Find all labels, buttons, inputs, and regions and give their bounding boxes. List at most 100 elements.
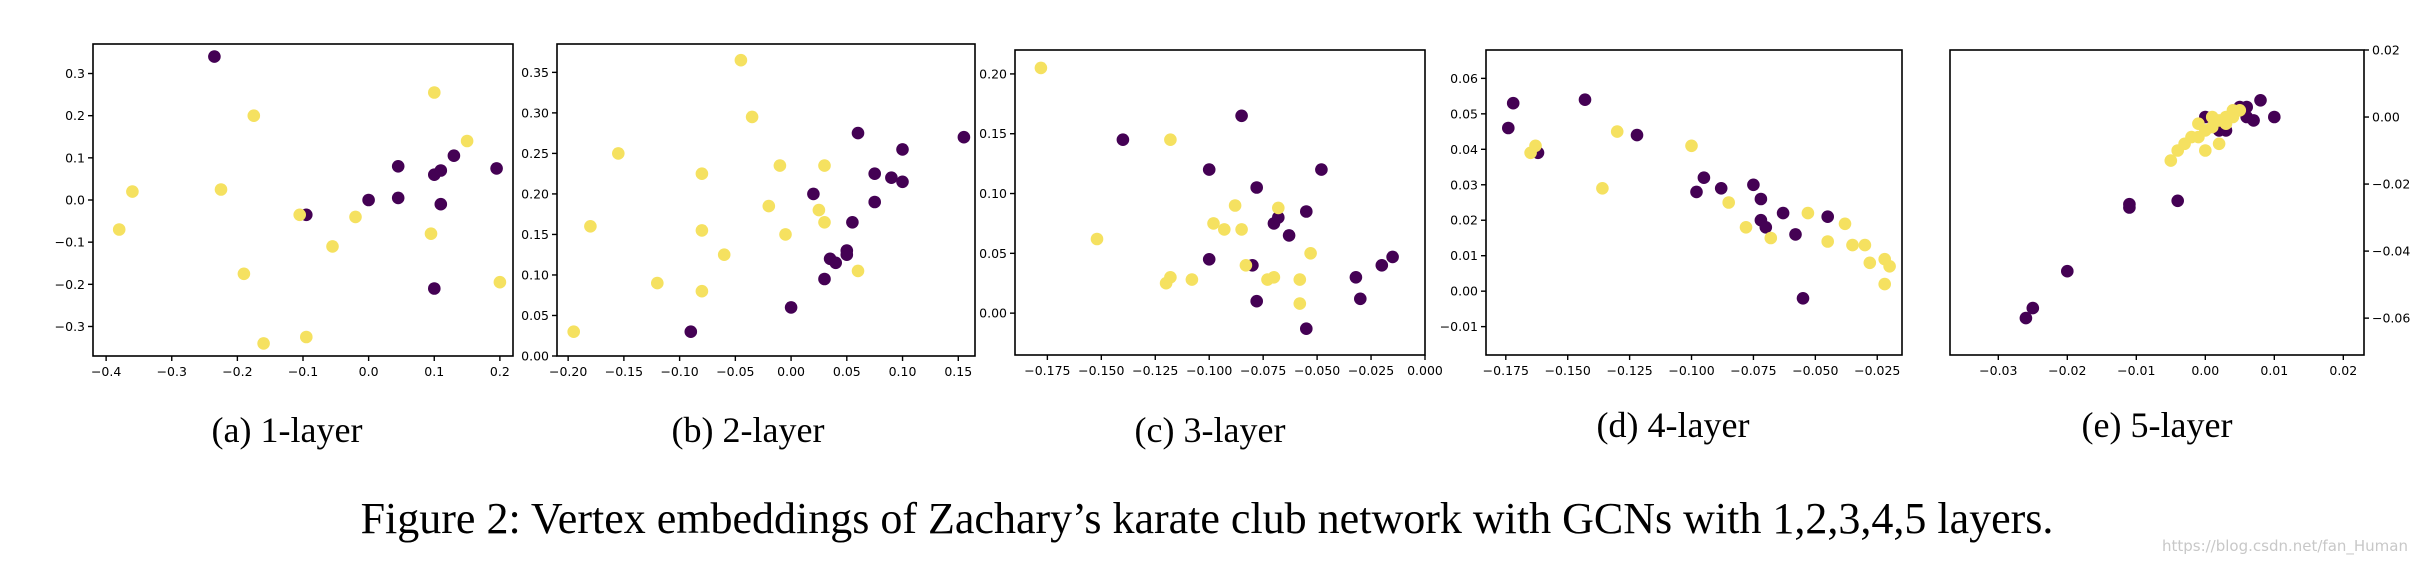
- data-point: [1293, 273, 1307, 286]
- data-point: [1164, 133, 1177, 146]
- data-point: [1796, 292, 1810, 305]
- y-tick-label: −0.06: [2372, 311, 2410, 326]
- data-point: [784, 301, 798, 314]
- data-point: [1878, 277, 1891, 291]
- data-point: [434, 164, 448, 177]
- data-point: [2123, 201, 2136, 214]
- data-point: [208, 50, 221, 63]
- data-point: [818, 159, 831, 172]
- data-point: [424, 227, 438, 240]
- y-tick-label: 0.00: [1450, 284, 1478, 299]
- data-point: [818, 216, 831, 229]
- data-point: [1293, 297, 1307, 310]
- x-tick-label: −0.050: [1792, 363, 1838, 378]
- data-point: [1207, 217, 1220, 230]
- data-point: [2026, 301, 2040, 315]
- x-tick-label: 0.00: [777, 364, 805, 379]
- data-point: [257, 337, 270, 350]
- data-point: [695, 167, 709, 180]
- x-tick-label: −0.125: [1132, 363, 1178, 378]
- x-tick-label: −0.03: [1979, 363, 2017, 378]
- data-point: [1272, 201, 1285, 215]
- data-point: [1375, 259, 1389, 272]
- y-tick-label: 0.06: [1450, 71, 1478, 86]
- data-point: [326, 240, 339, 253]
- data-point: [818, 272, 831, 286]
- data-point: [807, 187, 820, 201]
- x-tick-label: −0.02: [2048, 363, 2086, 378]
- y-tick-label: 0.01: [1450, 248, 1478, 263]
- y-tick-label: 0.20: [979, 66, 1007, 81]
- data-point: [1759, 221, 1773, 234]
- y-tick-label: −0.1: [55, 235, 85, 250]
- data-point: [2019, 311, 2033, 325]
- data-point: [1300, 205, 1313, 218]
- y-tick-label: 0.10: [521, 267, 549, 282]
- scatter-panels: −0.4 −0.3 −0.2 −0.1 0.0 0.1 0.2 −0.3 −0.2 −0.1 0.0…: [55, 43, 2411, 451]
- data-point: [773, 159, 787, 172]
- data-point: [493, 275, 507, 289]
- y-tick-label: 0.05: [979, 246, 1007, 261]
- panel-caption: (a) 1-layer: [212, 410, 363, 450]
- y-tick-label: 0.15: [521, 227, 549, 242]
- data-point: [126, 185, 139, 198]
- data-point: [1218, 223, 1231, 236]
- x-tick-label: −0.075: [1240, 363, 1286, 378]
- data-point: [1754, 192, 1768, 206]
- x-tick-label: −0.175: [1024, 363, 1070, 378]
- plot-frame: [1949, 49, 2365, 356]
- data-point: [584, 220, 597, 233]
- x-tick-label: 0.2: [490, 364, 510, 379]
- y-tick-label: 0.15: [979, 126, 1007, 141]
- data-point: [237, 267, 251, 281]
- plot-frame: [556, 43, 976, 357]
- x-tick-label: −0.05: [716, 364, 754, 379]
- data-point: [846, 216, 859, 229]
- x-tick-label: 0.000: [1407, 363, 1443, 378]
- y-tick-label: 0.20: [521, 186, 549, 201]
- y-tick-label: 0.1: [65, 150, 85, 165]
- x-tick-label: 0.02: [2329, 363, 2357, 378]
- y-tick-label: 0.3: [65, 66, 85, 81]
- y-tick-label: 0.02: [2372, 43, 2400, 58]
- y-tick-label: 0.30: [521, 105, 549, 120]
- data-point: [1529, 139, 1542, 153]
- data-point: [1185, 273, 1199, 286]
- data-point: [391, 160, 405, 173]
- data-point: [1202, 252, 1216, 266]
- y-tick-label: 0.10: [979, 186, 1007, 201]
- data-point: [1747, 178, 1760, 192]
- y-tick-label: 0.00: [979, 306, 1007, 321]
- scatter-panel: −0.20 −0.15 −0.10 −0.05 0.00 0.05 0.10 0.15 0.00…: [521, 43, 976, 450]
- data-point: [2247, 114, 2260, 127]
- data-point: [829, 256, 842, 270]
- data-point: [695, 224, 709, 237]
- data-point: [349, 210, 362, 224]
- plot-frame: [1014, 49, 1426, 356]
- x-tick-label: −0.025: [1854, 363, 1900, 378]
- data-point: [1502, 121, 1515, 135]
- data-point: [868, 195, 881, 209]
- data-point: [684, 325, 698, 339]
- x-tick-label: 0.00: [2191, 363, 2219, 378]
- x-tick-label: −0.175: [1483, 363, 1529, 378]
- watermark: https://blog.csdn.net/fan_Human: [2162, 537, 2408, 556]
- data-point: [1838, 217, 1852, 231]
- x-tick-label: −0.075: [1730, 363, 1776, 378]
- data-point: [1714, 182, 1728, 195]
- scatter-panel: −0.03 −0.02 −0.01 0.00 0.01 0.02 −0.06 −0.04 −0.…: [1949, 43, 2410, 445]
- panel-caption: (b) 2-layer: [672, 410, 825, 450]
- x-tick-label: −0.025: [1348, 363, 1394, 378]
- data-point: [1764, 231, 1778, 245]
- x-tick-label: 0.01: [2260, 363, 2288, 378]
- scatter-panel: −0.4 −0.3 −0.2 −0.1 0.0 0.1 0.2 −0.3 −0.2 −0.1 0.0…: [55, 43, 514, 450]
- y-tick-label: −0.2: [55, 277, 85, 292]
- data-point: [2212, 137, 2226, 151]
- data-point: [1846, 238, 1859, 252]
- y-tick-label: 0.25: [521, 146, 549, 161]
- data-point: [1267, 271, 1281, 284]
- x-tick-label: −0.150: [1078, 363, 1124, 378]
- data-point: [460, 134, 474, 148]
- data-point: [1250, 181, 1263, 194]
- data-point: [362, 193, 375, 207]
